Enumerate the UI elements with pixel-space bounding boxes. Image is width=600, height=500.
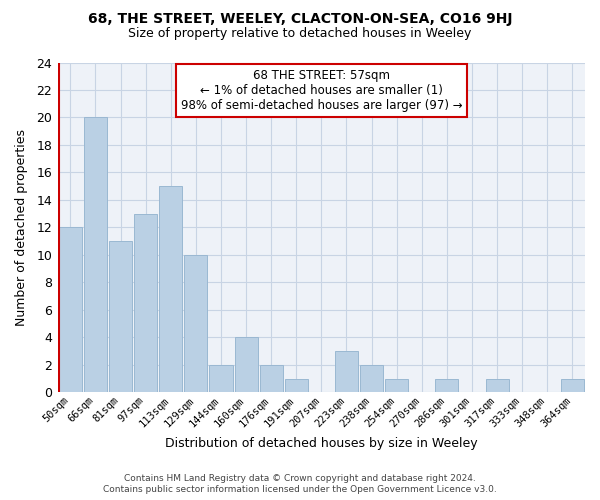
Bar (285, 378, 308, 392)
X-axis label: Distribution of detached houses by size in Weeley: Distribution of detached houses by size … (165, 437, 478, 450)
Bar (134, 214, 157, 392)
Bar (385, 378, 408, 392)
Y-axis label: Number of detached properties: Number of detached properties (15, 129, 28, 326)
Text: Size of property relative to detached houses in Weeley: Size of property relative to detached ho… (128, 28, 472, 40)
Bar (159, 186, 182, 392)
Bar (485, 378, 509, 392)
Bar (209, 365, 233, 392)
Text: 68, THE STREET, WEELEY, CLACTON-ON-SEA, CO16 9HJ: 68, THE STREET, WEELEY, CLACTON-ON-SEA, … (88, 12, 512, 26)
Bar (260, 365, 283, 392)
Bar (436, 378, 458, 392)
Bar (109, 241, 132, 392)
Text: Contains HM Land Registry data © Crown copyright and database right 2024.
Contai: Contains HM Land Registry data © Crown c… (103, 474, 497, 494)
Bar (360, 365, 383, 392)
Bar (184, 255, 208, 392)
Bar (335, 351, 358, 393)
Bar (235, 338, 257, 392)
Bar (59, 228, 82, 392)
Bar (84, 118, 107, 392)
Text: 68 THE STREET: 57sqm
← 1% of detached houses are smaller (1)
98% of semi-detache: 68 THE STREET: 57sqm ← 1% of detached ho… (181, 69, 462, 112)
Bar (561, 378, 584, 392)
